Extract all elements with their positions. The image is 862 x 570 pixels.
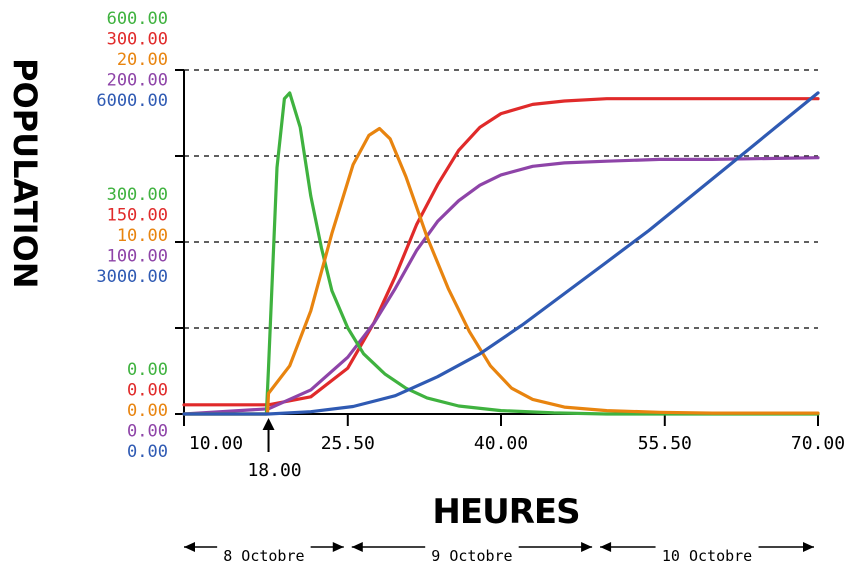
y-tick-label: 20.00: [117, 50, 168, 70]
series-line-1: [182, 156, 820, 416]
period-arrow-right: [332, 542, 344, 552]
y-tick-labels: 600.00300.0020.00200.006000.00300.00150.…: [96, 9, 168, 462]
period-label-bg: [217, 543, 311, 565]
period-arrow-left: [184, 542, 195, 552]
y-tick-label: 0.00: [127, 381, 168, 401]
y-tick-label: 6000.00: [96, 91, 168, 111]
period-2: 9 Octobre: [351, 542, 593, 565]
period-arrow-left: [351, 542, 363, 552]
series-line-2: [182, 91, 820, 416]
x-axis-label: HEURES: [432, 492, 579, 532]
y-tick-label: 300.00: [107, 185, 168, 205]
series-line-0: [182, 97, 820, 407]
x-tick-label: 40.00: [474, 433, 528, 454]
y-tick-label: 0.00: [127, 401, 168, 421]
y-tick-label: 0.00: [127, 360, 168, 380]
x-tick-label: 55.50: [638, 433, 692, 454]
period-arrow-left: [600, 542, 612, 552]
y-tick-label: 0.00: [127, 442, 168, 462]
marker-arrow-head: [262, 418, 275, 430]
period-label-bg: [425, 543, 519, 565]
y-tick-label: 0.00: [127, 422, 168, 442]
y-axis-label: POPULATION: [6, 58, 44, 288]
x-tick-label: 10.00: [189, 433, 243, 454]
period-arrow-right: [581, 542, 593, 552]
period-label-bg: [655, 543, 759, 565]
marker-label: 18.00: [247, 460, 301, 481]
y-tick-label: 10.00: [117, 226, 168, 246]
period-label: 8 Octobre: [223, 547, 304, 565]
x-tick-label: 25.50: [321, 433, 375, 454]
y-tick-label: 100.00: [107, 247, 168, 267]
period-label: 10 Octobre: [662, 547, 752, 565]
period-1: 8 Octobre: [184, 542, 344, 565]
period-3: 10 Octobre: [600, 542, 814, 565]
y-tick-label: 200.00: [107, 71, 168, 91]
x-tick-label: 70.00: [791, 433, 845, 454]
y-tick-label: 3000.00: [96, 267, 168, 287]
series-line-3: [182, 126, 820, 416]
series-line-4: [182, 91, 820, 416]
period-arrow-right: [803, 542, 814, 552]
x-tick-labels: 10.00 25.50 40.00 55.50 70.00 18.00: [189, 418, 845, 481]
y-tick-label: 300.00: [107, 30, 168, 50]
period-label: 9 Octobre: [431, 547, 512, 565]
y-tick-label: 600.00: [107, 9, 168, 29]
y-tick-label: 150.00: [107, 206, 168, 226]
date-periods: 8 Octobre 9 Octobre 10 Octobre: [184, 542, 814, 565]
gridlines: [184, 69, 818, 329]
series-lines: [182, 91, 820, 416]
